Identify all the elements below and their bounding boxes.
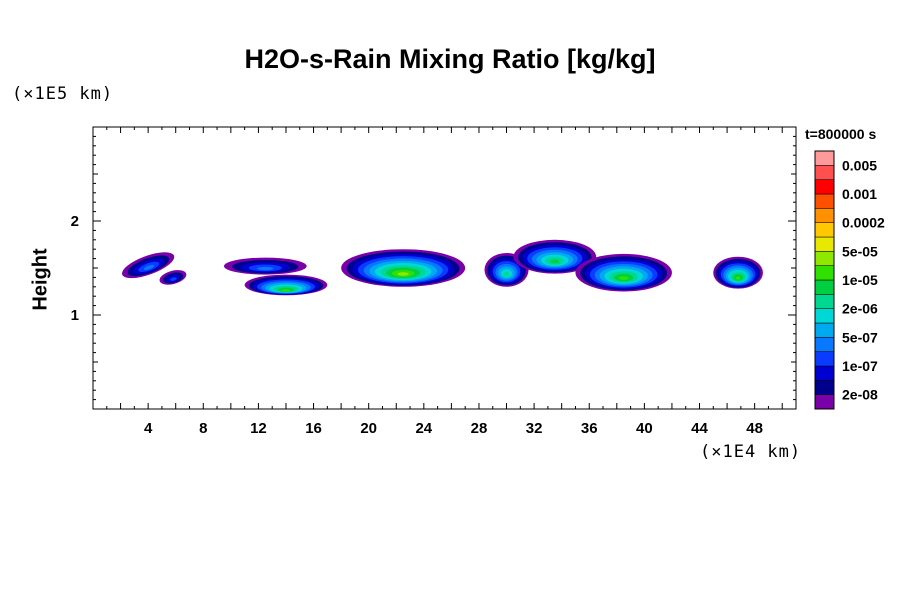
colorbar-swatch bbox=[814, 294, 835, 309]
colorbar-label: 0.0002 bbox=[842, 215, 885, 231]
x-tick-label: 48 bbox=[746, 420, 763, 437]
colorbar-swatch bbox=[814, 179, 835, 195]
rain-cell bbox=[122, 252, 175, 279]
rain-cell bbox=[244, 274, 328, 296]
data-layer bbox=[122, 239, 763, 296]
colorbar-label: 2e-08 bbox=[842, 387, 878, 403]
contour-band bbox=[281, 289, 291, 292]
contour-band bbox=[143, 264, 155, 271]
y-scale-label: (×1E5 km) bbox=[12, 84, 114, 104]
x-tick-label: 12 bbox=[250, 420, 267, 437]
colorbar-swatch bbox=[814, 208, 835, 223]
colorbar-label: 1e-07 bbox=[842, 358, 878, 374]
colorbar-swatch bbox=[814, 394, 835, 410]
colorbar-swatch bbox=[814, 265, 835, 281]
contour-band bbox=[618, 276, 629, 280]
colorbar-swatch bbox=[814, 380, 835, 395]
colorbar-swatch bbox=[814, 236, 835, 252]
contour-band bbox=[170, 277, 177, 281]
colorbar-swatch bbox=[814, 193, 835, 209]
x-tick-label: 28 bbox=[471, 420, 488, 437]
x-scale-label: (×1E4 km) bbox=[700, 442, 802, 462]
colorbar-swatch bbox=[814, 308, 835, 324]
colorbar-label: 0.001 bbox=[842, 186, 877, 202]
colorbar-label: 5e-07 bbox=[842, 329, 878, 345]
colorbar-swatch bbox=[814, 279, 835, 295]
contour-band bbox=[550, 259, 560, 264]
colorbar-label: 5e-05 bbox=[842, 243, 878, 259]
contour-band bbox=[735, 276, 741, 280]
rain-cell bbox=[713, 256, 763, 289]
x-tick-label: 20 bbox=[360, 420, 377, 437]
colorbar-frame bbox=[814, 150, 835, 410]
colorbar-label: 0.005 bbox=[842, 157, 877, 173]
x-tick-label: 8 bbox=[199, 420, 207, 437]
y-tick-label: 1 bbox=[71, 307, 79, 324]
colorbar-swatch bbox=[814, 150, 835, 166]
x-tick-label: 24 bbox=[415, 420, 432, 437]
colorbar-swatch bbox=[814, 365, 835, 381]
colorbar-swatch bbox=[814, 222, 835, 238]
colorbar-swatch bbox=[814, 351, 835, 367]
rain-cell bbox=[341, 249, 466, 287]
contour-band bbox=[503, 271, 510, 277]
x-tick-label: 32 bbox=[526, 420, 543, 437]
colorbar: 2e-08 1e-07 5e-07 2e-06 1e-05 5e-05 0.0002 0.00… bbox=[814, 150, 885, 410]
colorbar-swatch bbox=[814, 165, 835, 180]
time-label: t=800000 s bbox=[805, 126, 877, 142]
contour-band bbox=[397, 272, 409, 276]
colorbar-label: 1e-05 bbox=[842, 272, 878, 288]
chart-title: H2O-s-Rain Mixing Ratio [kg/kg] bbox=[244, 44, 656, 74]
x-tick-label: 44 bbox=[691, 420, 708, 437]
rain-cell bbox=[575, 253, 672, 292]
contour-band bbox=[257, 266, 274, 271]
colorbar-swatch bbox=[814, 337, 835, 352]
x-tick-label: 36 bbox=[581, 420, 598, 437]
y-tick-label: 2 bbox=[71, 213, 79, 230]
rain-cell bbox=[159, 270, 187, 285]
x-tick-label: 4 bbox=[144, 420, 153, 437]
rain-cell bbox=[484, 252, 529, 287]
rain-cell bbox=[513, 239, 597, 274]
x-tick-label: 40 bbox=[636, 420, 653, 437]
colorbar-swatch bbox=[814, 322, 835, 338]
x-tick-label: 16 bbox=[305, 420, 322, 437]
colorbar-swatch bbox=[814, 251, 835, 266]
colorbar-label: 2e-06 bbox=[842, 301, 878, 317]
rain-cell bbox=[223, 257, 307, 275]
